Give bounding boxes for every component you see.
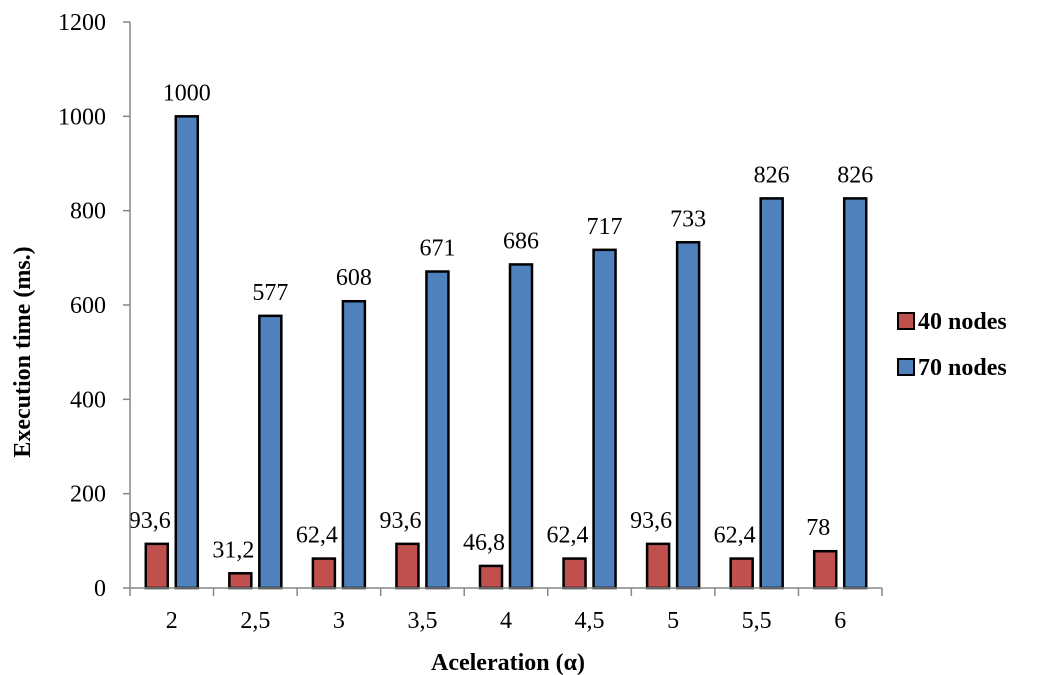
data-label-40-nodes: 62,4 [296,523,338,549]
data-label-70-nodes: 1000 [163,80,211,106]
y-tick-label: 200 [70,482,106,508]
bar-40-nodes [562,557,587,590]
data-label-40-nodes: 46,8 [463,530,505,556]
x-tick-label: 4,5 [575,608,605,634]
bar-40-nodes [729,557,754,590]
x-tick-label: 5 [667,608,679,634]
legend-swatch [897,312,915,330]
data-label-70-nodes: 608 [336,265,372,291]
y-axis-ticks: 0 200 400 600 800 1000 1200 [58,10,130,602]
data-label-70-nodes: 826 [754,162,790,188]
x-tick-label: 2,5 [240,608,270,634]
bar-70-nodes [592,248,617,590]
data-label-70-nodes: 826 [837,162,873,188]
bar-70-nodes [675,241,701,590]
x-axis-title: Aceleration (α) [431,650,585,675]
y-tick-label: 600 [70,293,106,319]
x-tick-label: 3 [333,608,345,634]
x-tick-label: 3,5 [407,608,437,634]
bar-70-nodes [842,197,868,590]
data-label-70-nodes: 686 [503,228,539,254]
x-axis-ticks: 2 2,5 3 3,5 4 4,5 5 5,5 6 [129,588,883,634]
y-tick-label: 1200 [58,10,106,36]
bar-40-nodes [395,542,420,590]
x-tick-label: 6 [834,608,846,634]
bar-70-nodes [174,115,200,590]
y-tick-label: 0 [94,576,106,602]
data-label-70-nodes: 577 [252,280,288,306]
legend-label: 70 nodes [918,355,1007,381]
data-label-70-nodes: 733 [670,206,706,232]
y-tick-label: 400 [70,387,106,413]
data-label-40-nodes: 93,6 [379,508,421,534]
legend-swatch [897,358,915,376]
data-label-70-nodes: 671 [419,236,455,262]
data-label-40-nodes: 62,4 [714,523,756,549]
y-tick-label: 800 [70,199,106,225]
x-tick-label: 5,5 [742,608,772,634]
data-label-40-nodes: 62,4 [547,523,589,549]
bar-70-nodes [258,314,283,590]
x-tick-label: 4 [500,608,512,634]
bar-40-nodes [311,557,337,590]
bar-70-nodes [341,299,367,590]
bar-70-nodes [759,197,784,590]
bar-40-nodes [645,542,671,590]
y-axis-title: Execution time (ms.) [10,246,36,457]
data-label-70-nodes: 717 [587,214,623,240]
bar-70-nodes [425,270,450,590]
data-label-40-nodes: 78 [806,515,830,541]
bar-40-nodes [478,564,504,590]
data-label-40-nodes: 93,6 [129,508,171,534]
bar-40-nodes [144,542,170,590]
x-tick-label: 2 [166,608,178,634]
y-tick-label: 1000 [58,104,106,130]
bar-40-nodes [812,549,838,590]
data-label-40-nodes: 93,6 [630,508,672,534]
data-labels: 93,6 1000 31,2 577 62,4 608 93,6 671 46,8 686 62,4… [129,80,873,563]
bar-70-nodes [508,263,534,590]
legend: 40 nodes 70 nodes [897,309,1007,381]
bar-40-nodes [228,572,253,590]
data-label-40-nodes: 31,2 [212,537,254,563]
legend-label: 40 nodes [918,309,1007,335]
